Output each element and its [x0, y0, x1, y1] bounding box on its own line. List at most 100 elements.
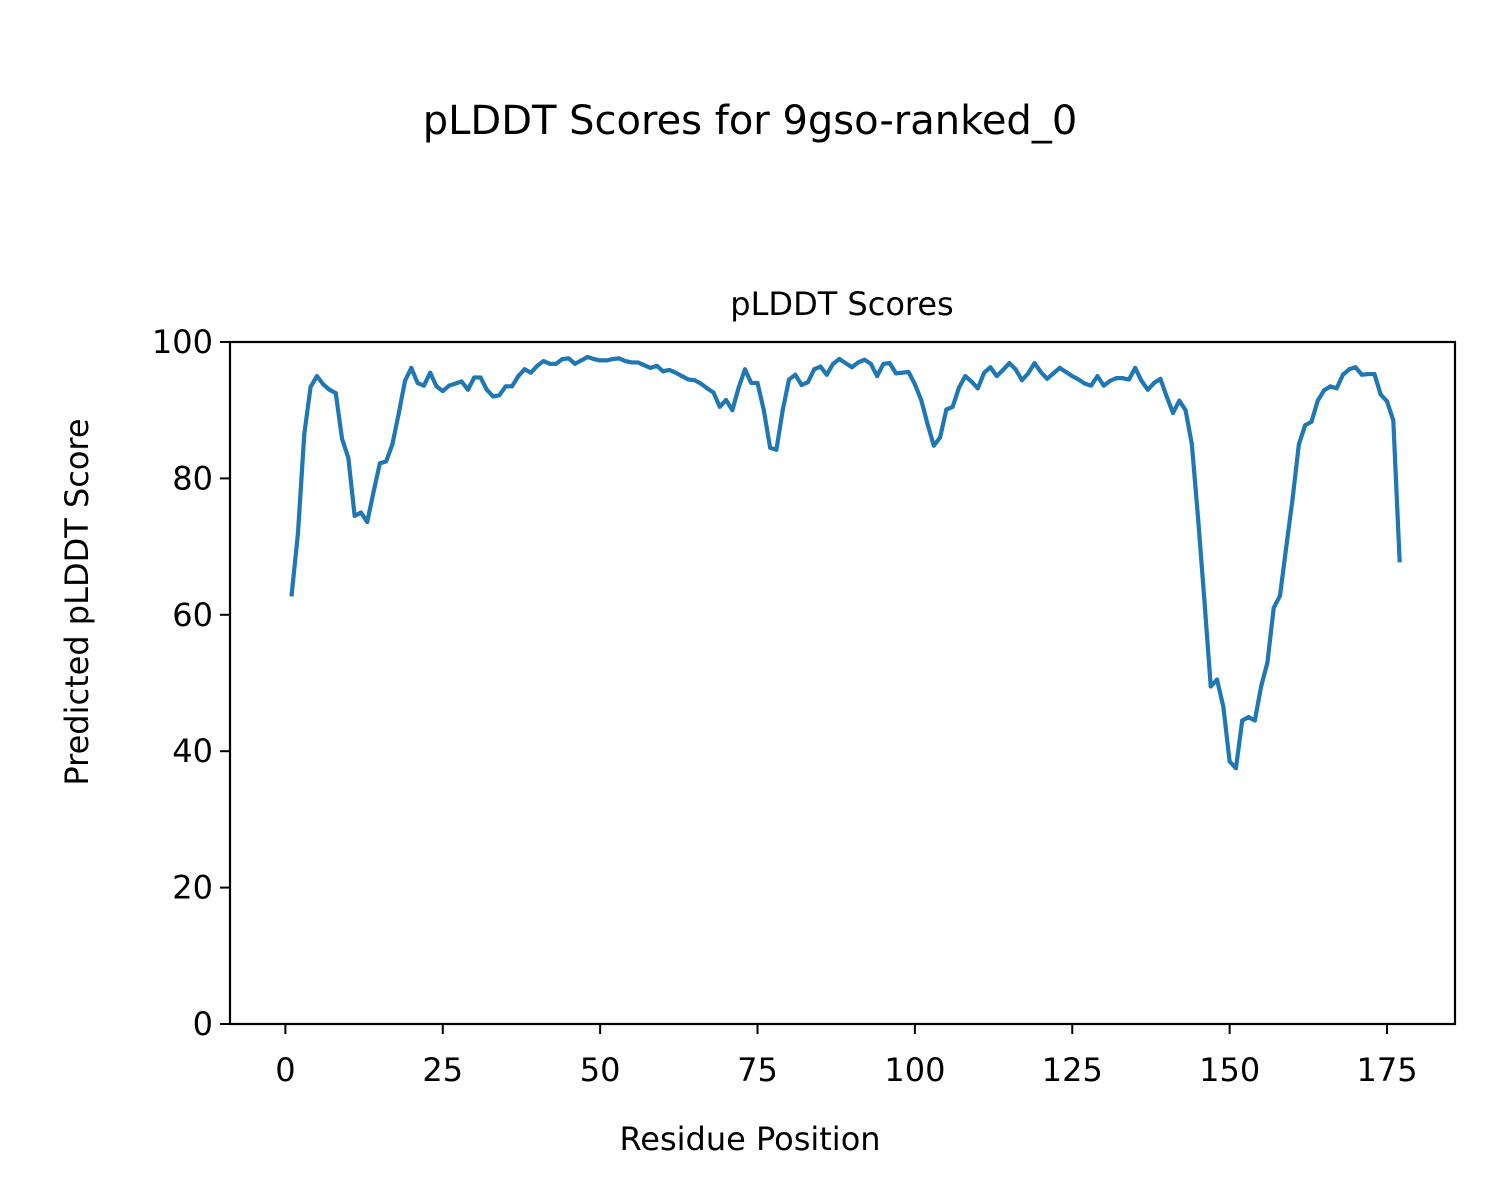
data-point — [667, 367, 672, 372]
data-point — [900, 370, 905, 375]
data-point — [1259, 684, 1264, 689]
y-axis-label: Predicted pLDDT Score — [58, 418, 96, 785]
data-point — [547, 361, 552, 366]
data-point — [994, 374, 999, 379]
data-point — [617, 356, 622, 361]
data-point — [1045, 376, 1050, 381]
data-point — [1076, 377, 1081, 382]
data-point — [598, 358, 603, 363]
data-point — [472, 375, 477, 380]
data-point — [856, 360, 861, 365]
data-point — [975, 386, 980, 391]
data-point — [314, 374, 319, 379]
data-point — [503, 384, 508, 389]
data-point — [434, 384, 439, 389]
data-point — [717, 404, 722, 409]
y-tick-label: 60 — [172, 596, 213, 634]
data-point — [824, 372, 829, 377]
data-point — [1038, 370, 1043, 375]
data-point — [1177, 398, 1182, 403]
data-point — [686, 377, 691, 382]
data-point — [346, 455, 351, 460]
data-point — [1183, 408, 1188, 413]
data-point — [786, 377, 791, 382]
x-axis-label: Residue Position — [619, 1120, 880, 1158]
data-point — [1032, 361, 1037, 366]
data-point — [1372, 372, 1377, 377]
data-point — [654, 363, 659, 368]
y-tick-label: 80 — [172, 459, 213, 497]
data-point — [1309, 419, 1314, 424]
data-point — [516, 374, 521, 379]
data-point — [1271, 605, 1276, 610]
data-point — [673, 370, 678, 375]
data-point — [1007, 361, 1012, 366]
data-point — [894, 371, 899, 376]
data-point — [510, 384, 515, 389]
data-point — [875, 374, 880, 379]
data-point — [749, 380, 754, 385]
data-point — [768, 445, 773, 450]
data-point — [484, 387, 489, 392]
data-point — [1139, 378, 1144, 383]
data-point — [761, 408, 766, 413]
x-tick-label: 100 — [884, 1051, 945, 1089]
y-tick-label: 20 — [172, 869, 213, 907]
data-point — [793, 372, 798, 377]
axis-ticks: 0 25 50 75 100 125 150 175 0 20 40 60 80 100 — [152, 323, 1418, 1089]
data-point — [881, 361, 886, 366]
data-point — [1391, 418, 1396, 423]
data-point — [950, 404, 955, 409]
data-point — [403, 378, 407, 383]
series-line — [289, 354, 1402, 771]
data-point — [1202, 599, 1207, 604]
plot-area-frame — [228, 340, 1457, 1026]
data-point — [478, 375, 483, 380]
data-point — [1189, 442, 1194, 447]
data-point — [912, 382, 917, 387]
data-point — [541, 359, 546, 364]
data-point — [535, 363, 540, 368]
data-point — [1303, 423, 1308, 428]
data-point — [629, 360, 634, 365]
data-point — [465, 387, 470, 392]
data-point — [1397, 558, 1402, 563]
data-point — [1170, 410, 1175, 415]
data-point — [358, 510, 363, 515]
data-point — [988, 365, 993, 370]
data-point — [774, 447, 779, 452]
data-point — [1013, 367, 1018, 372]
data-point — [302, 432, 307, 437]
data-point — [642, 363, 647, 368]
data-point — [1233, 766, 1238, 771]
data-point — [969, 379, 974, 384]
data-point — [327, 387, 332, 392]
data-point — [1340, 372, 1345, 377]
data-point — [295, 530, 300, 535]
data-point — [528, 370, 533, 375]
data-point — [711, 390, 716, 395]
data-point — [1265, 660, 1270, 665]
data-point — [1208, 684, 1213, 689]
data-point — [1334, 386, 1339, 391]
data-point — [1378, 392, 1383, 397]
data-point — [1366, 372, 1371, 377]
figure-title: pLDDT Scores for 9gso-ranked_0 — [423, 98, 1078, 144]
x-tick-label: 150 — [1199, 1051, 1260, 1089]
y-tick-label: 0 — [193, 1005, 213, 1043]
data-point — [679, 374, 684, 379]
data-point — [1051, 371, 1056, 376]
data-point — [925, 421, 930, 426]
data-point — [1227, 759, 1232, 764]
data-point — [1089, 383, 1094, 388]
data-point — [1114, 376, 1119, 381]
data-point — [1001, 367, 1006, 372]
data-point — [390, 442, 395, 447]
x-tick-label: 125 — [1042, 1051, 1103, 1089]
data-point — [931, 443, 936, 448]
data-points — [289, 355, 1402, 771]
data-point — [837, 357, 842, 362]
data-point — [698, 381, 703, 386]
data-point — [1246, 715, 1251, 720]
